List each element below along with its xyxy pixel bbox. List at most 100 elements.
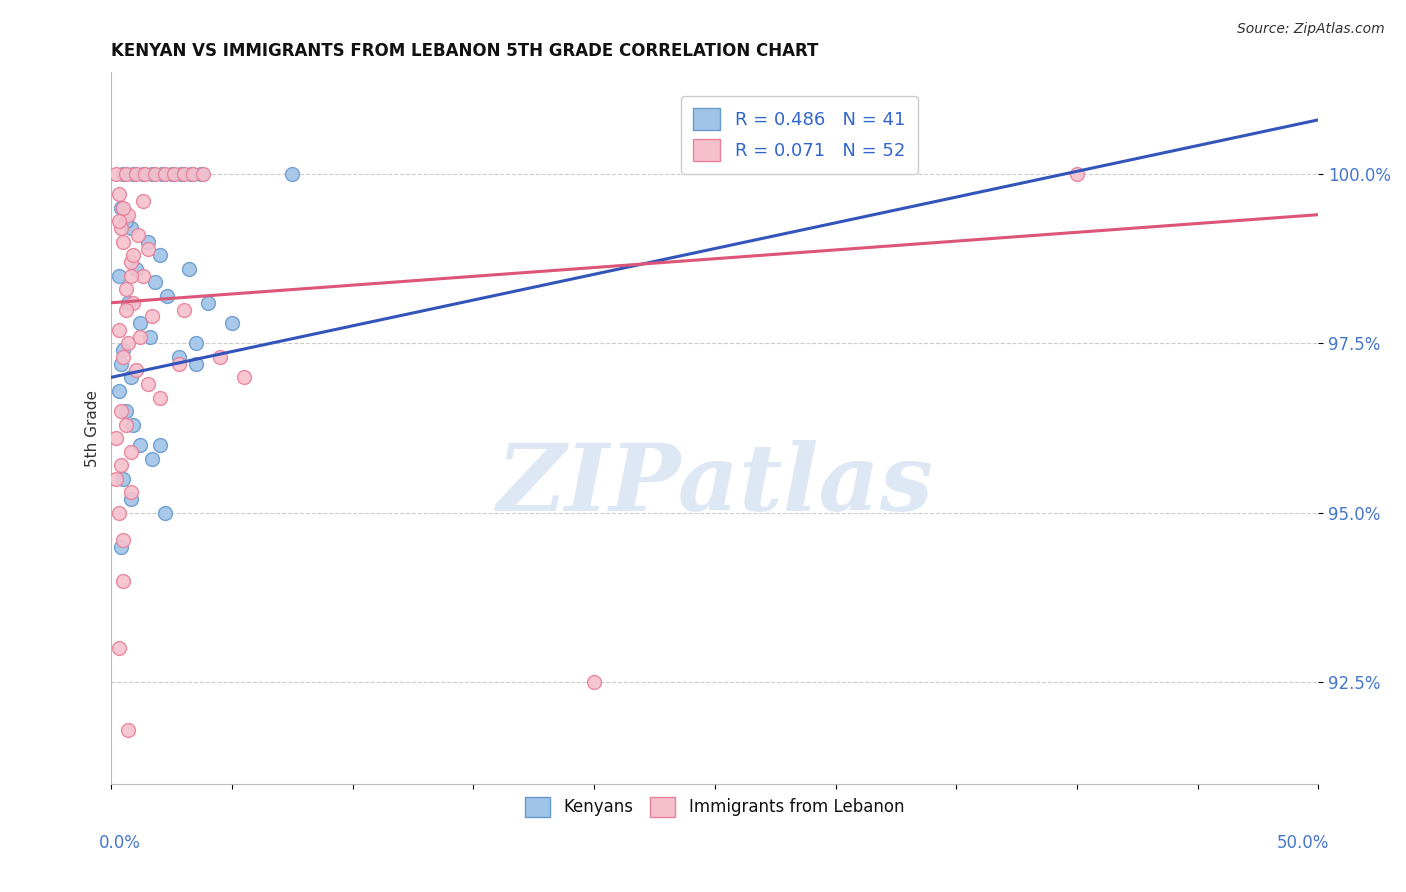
Point bbox=[129, 329, 152, 343]
Point bbox=[143, 167, 166, 181]
Point bbox=[221, 316, 243, 330]
Point bbox=[115, 214, 138, 228]
Point bbox=[141, 310, 163, 324]
Point bbox=[112, 350, 135, 364]
Point bbox=[129, 316, 152, 330]
Point bbox=[156, 289, 179, 303]
Point bbox=[120, 485, 142, 500]
Point bbox=[136, 235, 159, 249]
Point bbox=[122, 295, 145, 310]
Point bbox=[184, 357, 207, 371]
Point bbox=[170, 167, 193, 181]
Point bbox=[129, 438, 152, 452]
Y-axis label: 5th Grade: 5th Grade bbox=[86, 390, 100, 467]
Point bbox=[190, 167, 212, 181]
Point bbox=[120, 255, 142, 269]
Text: Source: ZipAtlas.com: Source: ZipAtlas.com bbox=[1237, 22, 1385, 37]
Point bbox=[173, 302, 195, 317]
Text: KENYAN VS IMMIGRANTS FROM LEBANON 5TH GRADE CORRELATION CHART: KENYAN VS IMMIGRANTS FROM LEBANON 5TH GR… bbox=[111, 42, 818, 60]
Point bbox=[122, 167, 145, 181]
Point bbox=[124, 363, 146, 377]
Point bbox=[105, 472, 128, 486]
Point bbox=[112, 235, 135, 249]
Point bbox=[173, 167, 195, 181]
Point bbox=[141, 167, 163, 181]
Point bbox=[112, 574, 135, 588]
Point bbox=[167, 357, 190, 371]
Point bbox=[120, 221, 142, 235]
Point bbox=[120, 370, 142, 384]
Point bbox=[1066, 167, 1088, 181]
Point bbox=[107, 323, 129, 337]
Text: ZIPatlas: ZIPatlas bbox=[496, 440, 934, 530]
Point bbox=[110, 540, 132, 554]
Point bbox=[143, 276, 166, 290]
Point bbox=[139, 329, 162, 343]
Point bbox=[136, 242, 159, 256]
Point bbox=[153, 167, 176, 181]
Point bbox=[120, 268, 142, 283]
Point bbox=[107, 187, 129, 202]
Point bbox=[233, 370, 256, 384]
Point bbox=[197, 295, 219, 310]
Point bbox=[153, 506, 176, 520]
Point bbox=[112, 343, 135, 358]
Point bbox=[134, 167, 156, 181]
Point bbox=[208, 350, 231, 364]
Point bbox=[122, 417, 145, 432]
Point bbox=[107, 641, 129, 656]
Point bbox=[177, 261, 200, 276]
Point bbox=[583, 675, 606, 690]
Point bbox=[105, 431, 128, 445]
Point bbox=[124, 261, 146, 276]
Point bbox=[115, 302, 138, 317]
Point bbox=[149, 438, 172, 452]
Point bbox=[124, 167, 146, 181]
Point bbox=[107, 268, 129, 283]
Point bbox=[160, 167, 183, 181]
Point bbox=[149, 248, 172, 262]
Point bbox=[122, 248, 145, 262]
Point bbox=[110, 357, 132, 371]
Point bbox=[183, 167, 205, 181]
Point bbox=[112, 472, 135, 486]
Legend: Kenyans, Immigrants from Lebanon: Kenyans, Immigrants from Lebanon bbox=[517, 789, 912, 825]
Point bbox=[180, 167, 202, 181]
Text: 50.0%: 50.0% bbox=[1277, 834, 1329, 852]
Point bbox=[281, 167, 304, 181]
Point bbox=[184, 336, 207, 351]
Point bbox=[150, 167, 173, 181]
Point bbox=[132, 194, 155, 208]
Point bbox=[117, 723, 139, 737]
Point bbox=[117, 295, 139, 310]
Point bbox=[120, 444, 142, 458]
Point bbox=[117, 336, 139, 351]
Point bbox=[110, 201, 132, 215]
Point bbox=[110, 404, 132, 418]
Point bbox=[107, 384, 129, 398]
Point bbox=[107, 506, 129, 520]
Point bbox=[115, 282, 138, 296]
Point bbox=[167, 350, 190, 364]
Point bbox=[110, 221, 132, 235]
Point bbox=[120, 492, 142, 507]
Point bbox=[132, 167, 155, 181]
Point bbox=[136, 377, 159, 392]
Point bbox=[110, 458, 132, 473]
Point bbox=[112, 201, 135, 215]
Point bbox=[163, 167, 186, 181]
Point bbox=[107, 214, 129, 228]
Point bbox=[112, 533, 135, 547]
Point bbox=[115, 417, 138, 432]
Point bbox=[117, 208, 139, 222]
Point bbox=[141, 451, 163, 466]
Text: 0.0%: 0.0% bbox=[98, 834, 141, 852]
Point bbox=[191, 167, 214, 181]
Point bbox=[112, 167, 135, 181]
Point bbox=[127, 227, 149, 242]
Point bbox=[149, 391, 172, 405]
Point bbox=[115, 404, 138, 418]
Point bbox=[132, 268, 155, 283]
Point bbox=[115, 167, 138, 181]
Point bbox=[105, 167, 128, 181]
